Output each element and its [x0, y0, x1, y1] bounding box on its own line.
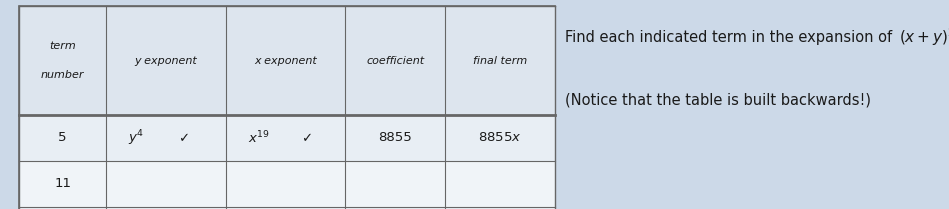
Bar	[19, 6, 555, 115]
Text: $(x+y)^{22}$: $(x+y)^{22}$	[899, 27, 949, 48]
Bar	[19, 161, 555, 207]
Text: x exponent: x exponent	[254, 56, 317, 66]
Text: term: term	[49, 41, 76, 51]
Text: final term: final term	[474, 56, 528, 66]
Bar	[19, 6, 555, 209]
Text: $8855x$: $8855x$	[478, 131, 522, 144]
Text: 8855: 8855	[379, 131, 412, 144]
Text: $\checkmark$: $\checkmark$	[301, 131, 312, 144]
Text: (Notice that the table is built backwards!): (Notice that the table is built backward…	[565, 93, 870, 108]
Bar	[19, 207, 555, 209]
Text: $y^4$: $y^4$	[127, 128, 143, 148]
Text: 5: 5	[58, 131, 66, 144]
Text: number: number	[41, 70, 84, 80]
Text: Find each indicated term in the expansion of: Find each indicated term in the expansio…	[565, 30, 897, 45]
Text: coefficient: coefficient	[366, 56, 424, 66]
Text: y exponent: y exponent	[135, 56, 197, 66]
Text: 11: 11	[54, 177, 71, 190]
Text: $x^{19}$: $x^{19}$	[248, 130, 270, 146]
Bar	[19, 115, 555, 161]
Text: $\checkmark$: $\checkmark$	[177, 131, 189, 144]
